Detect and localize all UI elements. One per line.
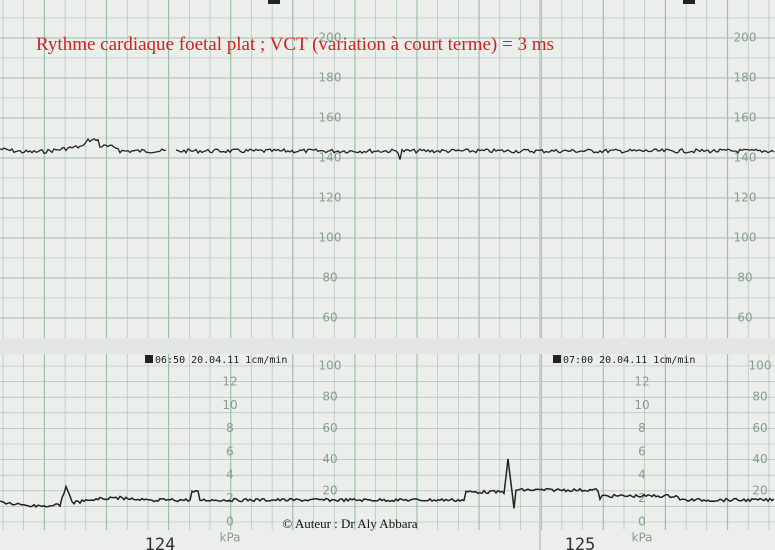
kpa-scale-label: 12 bbox=[634, 375, 649, 389]
kpa-scale-label: 12 bbox=[222, 375, 237, 389]
kpa-scale-label: 6 bbox=[226, 444, 234, 458]
panel-gap bbox=[0, 338, 775, 354]
edge-mark bbox=[268, 0, 280, 4]
toco-scale-label: 80 bbox=[752, 390, 767, 404]
kpa-scale-label: 6 bbox=[638, 444, 646, 458]
fhr-scale-label: 60 bbox=[737, 311, 752, 325]
fhr-trace bbox=[0, 138, 775, 160]
fhr-scale-label: 80 bbox=[322, 271, 337, 285]
kpa-unit: kPa bbox=[632, 531, 653, 545]
fhr-scale-label: 160 bbox=[734, 111, 757, 125]
kpa-unit: kPa bbox=[220, 531, 241, 545]
kpa-scale-label: 8 bbox=[226, 421, 234, 435]
toco-scale-label: 60 bbox=[322, 421, 337, 435]
fhr-scale-label: 200 bbox=[734, 31, 757, 45]
fhr-scale-label: 140 bbox=[319, 151, 342, 165]
kpa-scale-label: 0 bbox=[226, 514, 234, 528]
copyright: © Auteur : Dr Aly Abbara bbox=[282, 516, 417, 531]
fhr-scale-label: 100 bbox=[734, 231, 757, 245]
fhr-scale-label: 120 bbox=[319, 191, 342, 205]
timestamp: 06:50 20.04.11 1cm/min bbox=[155, 355, 287, 366]
fhr-scale-label: 180 bbox=[319, 71, 342, 85]
toco-scale-label: 100 bbox=[749, 359, 772, 373]
toco-scale-label: 60 bbox=[752, 421, 767, 435]
page-number: 125 bbox=[565, 535, 596, 550]
kpa-scale-label: 8 bbox=[638, 421, 646, 435]
fhr-scale-label: 60 bbox=[322, 311, 337, 325]
uterine-trace bbox=[0, 458, 775, 509]
fhr-scale-label: 100 bbox=[319, 231, 342, 245]
edge-mark bbox=[683, 0, 695, 4]
kpa-scale-label: 10 bbox=[634, 398, 649, 412]
kpa-scale-label: 10 bbox=[222, 398, 237, 412]
caption: Rythme cardiaque foetal plat ; VCT (vari… bbox=[36, 34, 554, 55]
fhr-scale-label: 200 bbox=[319, 31, 342, 45]
fhr-scale-label: 120 bbox=[734, 191, 757, 205]
toco-scale-label: 20 bbox=[752, 483, 767, 497]
toco-scale-label: 80 bbox=[322, 390, 337, 404]
fhr-scale-label: 180 bbox=[734, 71, 757, 85]
page-number: 124 bbox=[145, 535, 176, 550]
kpa-scale-label: 4 bbox=[638, 468, 646, 482]
fhr-scale-label: 160 bbox=[319, 111, 342, 125]
stamp-icon bbox=[145, 355, 153, 363]
toco-scale-label: 20 bbox=[322, 483, 337, 497]
kpa-scale-label: 0 bbox=[638, 514, 646, 528]
toco-scale-label: 40 bbox=[752, 452, 767, 466]
kpa-scale-label: 2 bbox=[226, 491, 234, 505]
fhr-scale-label: 140 bbox=[734, 151, 757, 165]
stamp-icon bbox=[553, 355, 561, 363]
timestamp: 07:00 20.04.11 1cm/min bbox=[563, 355, 695, 366]
kpa-scale-label: 4 bbox=[226, 468, 234, 482]
fhr-scale-label: 80 bbox=[737, 271, 752, 285]
kpa-scale-label: 2 bbox=[638, 491, 646, 505]
toco-scale-label: 100 bbox=[319, 359, 342, 373]
toco-scale-label: 40 bbox=[322, 452, 337, 466]
